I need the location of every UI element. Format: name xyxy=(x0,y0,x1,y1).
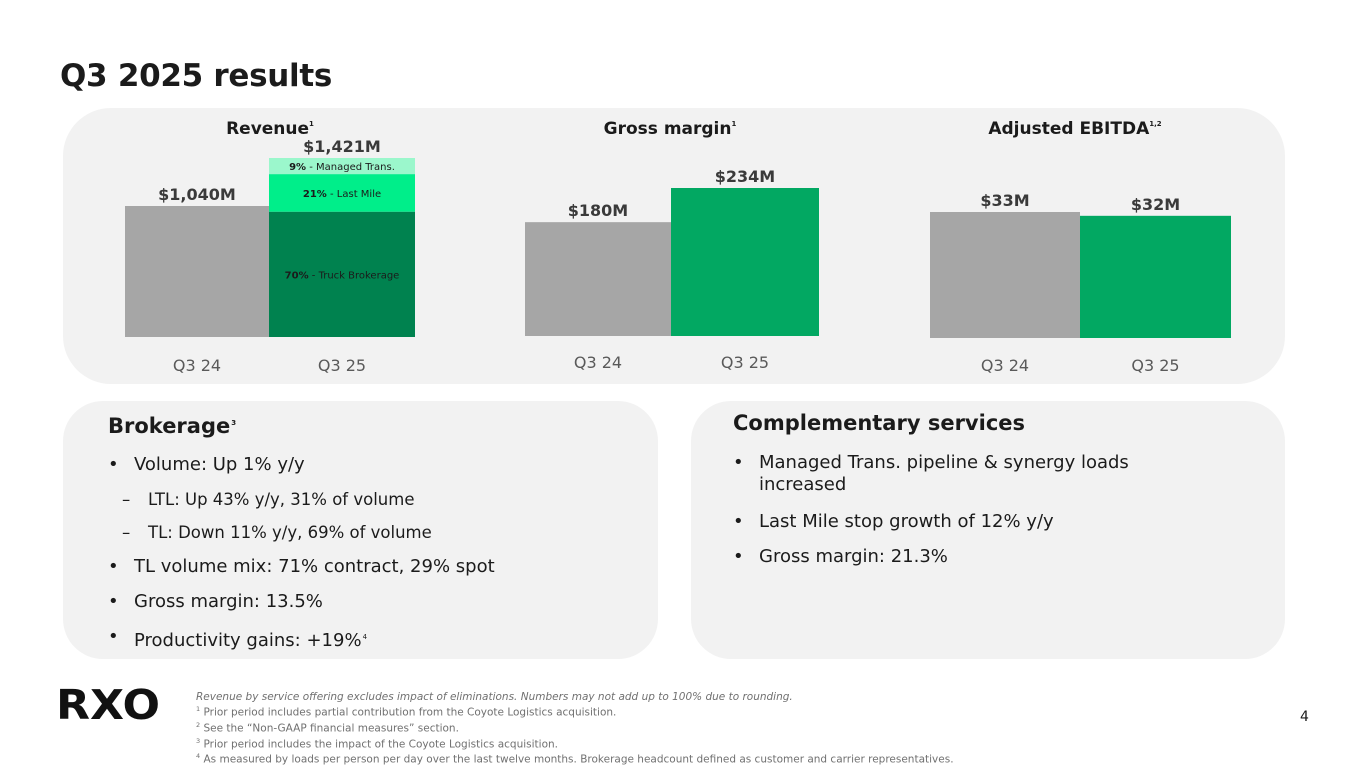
page-number: 4 xyxy=(1300,709,1309,725)
results-charts: Revenue1 $1,040M Q3 24 70% - Truck Brokerag… xyxy=(125,119,1231,375)
value-label: $180M xyxy=(568,201,628,220)
value-label: $32M xyxy=(1131,195,1180,214)
chart-title: Gross margin1 xyxy=(604,119,737,139)
bar xyxy=(1080,215,1231,338)
category-label: Q3 24 xyxy=(574,353,622,372)
category-label: Q3 24 xyxy=(173,356,221,375)
bar xyxy=(125,205,269,337)
brokerage-card: Brokerage3 • Volume: Up 1% y/y – LTL: Up 4… xyxy=(63,401,658,659)
chart-title: Revenue1 xyxy=(226,119,314,139)
value-label: $234M xyxy=(715,167,775,186)
bar xyxy=(930,212,1080,338)
value-label: $1,421M xyxy=(303,137,381,156)
footnote: 3 Prior period includes the impact of th… xyxy=(196,736,558,751)
bar xyxy=(525,222,671,336)
page-title: Q3 2025 results xyxy=(60,58,333,94)
value-label: $1,040M xyxy=(158,185,236,204)
complementary-services-card: Complementary services • Managed Trans. … xyxy=(691,401,1285,659)
footnote-lead: Revenue by service offering excludes imp… xyxy=(196,691,793,703)
category-label: Q3 24 xyxy=(981,356,1029,375)
footnote: 4 As measured by loads per person per da… xyxy=(196,752,954,766)
segment-label: 21% - Last Mile xyxy=(303,189,381,200)
segment-label: 9% - Managed Trans. xyxy=(289,162,395,173)
category-label: Q3 25 xyxy=(721,353,769,372)
rxo-logo: RXO xyxy=(56,684,160,724)
value-label: $33M xyxy=(980,191,1029,210)
svg-text:RXO: RXO xyxy=(56,684,160,724)
footnote: 2 See the “Non-GAAP financial measures” … xyxy=(196,720,459,735)
footnotes: Revenue by service offering excludes imp… xyxy=(196,691,954,766)
footnote: 1 Prior period includes partial contribu… xyxy=(196,705,617,719)
brokerage-title: Brokerage3 xyxy=(108,414,237,438)
category-label: Q3 25 xyxy=(318,356,366,375)
bar-segment xyxy=(269,174,415,212)
category-label: Q3 25 xyxy=(1131,356,1179,375)
bar xyxy=(671,188,819,336)
chart-title: Adjusted EBITDA1,2 xyxy=(988,119,1161,139)
bar-segment xyxy=(269,158,415,175)
bar-segment xyxy=(269,211,415,337)
complementary-services-title: Complementary services xyxy=(733,411,1026,435)
segment-label: 70% - Truck Brokerage xyxy=(285,270,400,281)
